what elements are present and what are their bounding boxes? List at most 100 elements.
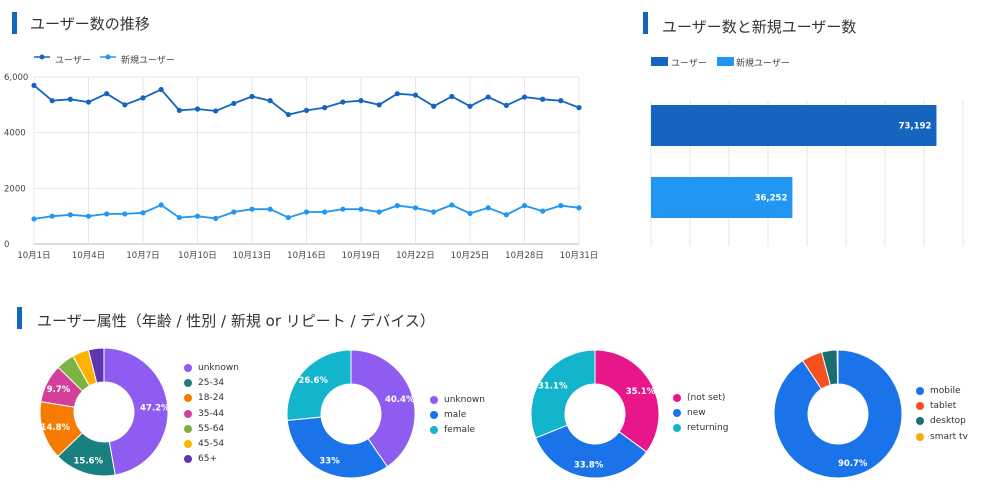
legend-entry: unknown bbox=[184, 360, 239, 375]
donut-slice-0 bbox=[350, 349, 416, 468]
legend-entry: 25-34 bbox=[184, 375, 239, 390]
legend-dot-swatch-1 bbox=[105, 54, 111, 60]
series-0-point bbox=[540, 96, 546, 102]
series-1-point bbox=[412, 205, 419, 211]
series-1-point bbox=[49, 213, 55, 219]
new-returning-donut-legend: (not set) new returning bbox=[673, 390, 728, 436]
donut-slice-label-0: 90.7% bbox=[838, 459, 868, 469]
x-tick-label: 10月1日 bbox=[17, 251, 50, 261]
series-0-point bbox=[67, 96, 73, 102]
legend-label: unknown bbox=[198, 362, 239, 373]
legend-label: mobile bbox=[930, 385, 961, 396]
series-1-point bbox=[576, 205, 582, 211]
legend-swatch bbox=[916, 386, 924, 395]
legend-entry: unknown bbox=[430, 392, 485, 407]
x-tick-label: 10月7日 bbox=[126, 251, 159, 261]
series-1-point bbox=[231, 209, 237, 215]
bar-0 bbox=[651, 105, 937, 146]
legend-label: female bbox=[444, 425, 476, 436]
pies-section-title-bar bbox=[17, 307, 22, 329]
legend-swatch bbox=[673, 393, 681, 402]
legend-swatch bbox=[184, 394, 192, 403]
series-1-point bbox=[340, 206, 346, 212]
legend-label: returning bbox=[687, 423, 729, 434]
series-1-point bbox=[104, 211, 110, 217]
bar-chart-legend bbox=[651, 57, 734, 66]
legend-label: (not set) bbox=[687, 392, 726, 403]
series-0-point bbox=[558, 98, 564, 104]
legend-swatch bbox=[916, 417, 924, 426]
legend-label: male bbox=[444, 409, 467, 420]
y-tick-label: 4000 bbox=[4, 129, 26, 139]
legend-swatch bbox=[184, 363, 192, 372]
legend-label: tablet bbox=[930, 400, 957, 411]
donut-slice-label-1: 33.8% bbox=[574, 461, 604, 471]
donut-slice-1 bbox=[286, 416, 389, 479]
bar-section-title-bar bbox=[643, 12, 648, 34]
x-tick-label: 10月4日 bbox=[72, 251, 105, 261]
bar-section-title: ユーザー数と新規ユーザー数 bbox=[662, 18, 857, 36]
series-0-point bbox=[340, 99, 346, 105]
age-donut-chart: 47.2% 15.6% 14.8% 9.7% bbox=[39, 347, 170, 477]
legend-swatch bbox=[916, 401, 924, 410]
legend-entry: new bbox=[673, 405, 728, 420]
legend-label: 65+ bbox=[198, 454, 217, 465]
series-0-point bbox=[213, 108, 219, 114]
horizontal-bar-chart: 73,192 36,252 bbox=[650, 100, 964, 246]
series-0-point bbox=[285, 111, 291, 118]
legend-swatch bbox=[430, 395, 438, 404]
legend-entry: male bbox=[430, 407, 485, 422]
donut-slice-label-2: 31.1% bbox=[538, 381, 568, 391]
series-0-point bbox=[122, 102, 128, 108]
series-0-point bbox=[249, 93, 255, 100]
series-1-point bbox=[285, 214, 291, 221]
series-0-point bbox=[431, 103, 437, 109]
donut-slice-label-1: 33% bbox=[319, 456, 340, 466]
series-0-point bbox=[85, 99, 92, 105]
legend-label: 25-34 bbox=[198, 377, 225, 388]
legend-swatch bbox=[916, 432, 924, 441]
legend-label: new bbox=[687, 407, 706, 418]
series-1-point bbox=[558, 202, 564, 209]
series-0-point bbox=[194, 106, 201, 112]
x-tick-label: 10月28日 bbox=[505, 251, 544, 261]
legend-entry: (not set) bbox=[673, 390, 728, 405]
series-0-point bbox=[412, 92, 419, 98]
legend-label: 55-64 bbox=[198, 423, 225, 434]
series-0-point bbox=[503, 102, 509, 108]
series-1-point bbox=[267, 206, 273, 212]
legend-entry: female bbox=[430, 423, 485, 438]
donut-slice-0 bbox=[103, 347, 169, 476]
legend-entry: returning bbox=[673, 421, 728, 436]
series-0-point bbox=[231, 100, 237, 107]
series-0-point bbox=[267, 98, 273, 104]
line-section-title-bar bbox=[12, 12, 17, 34]
series-1-point bbox=[122, 211, 128, 217]
series-1-point bbox=[376, 209, 382, 215]
new-returning-donut-chart: 35.1% 33.8% 31.1% bbox=[530, 349, 660, 479]
legend-entry: 35-44 bbox=[184, 406, 239, 421]
x-tick-label: 10月25日 bbox=[451, 251, 490, 261]
legend-entry: 55-64 bbox=[184, 421, 239, 436]
series-0-point bbox=[140, 95, 146, 101]
series-1-point bbox=[31, 216, 37, 222]
series-1-point bbox=[140, 210, 146, 216]
donut-slice-2 bbox=[286, 349, 352, 421]
series-1-point bbox=[503, 212, 509, 218]
donut-slice-label-0: 47.2% bbox=[140, 404, 170, 414]
donut-slice-6 bbox=[87, 347, 105, 384]
series-0-point bbox=[376, 102, 382, 108]
donut-slice-label-0: 40.4% bbox=[385, 395, 415, 405]
series-0-point bbox=[322, 105, 328, 111]
y-tick-label: 6,000 bbox=[4, 73, 28, 83]
series-1-point bbox=[213, 215, 219, 221]
legend-swatch bbox=[673, 424, 681, 433]
donut-slice-0 bbox=[773, 349, 903, 479]
series-1-point bbox=[540, 208, 546, 214]
donut-slice-3 bbox=[836, 349, 839, 385]
series-1-point bbox=[358, 206, 364, 212]
gender-donut-legend: unknown male female bbox=[430, 392, 485, 438]
series-1-point bbox=[194, 213, 201, 219]
series-0-point bbox=[303, 107, 310, 113]
bar-legend-new-users-label: 新規ユーザー bbox=[736, 59, 790, 69]
